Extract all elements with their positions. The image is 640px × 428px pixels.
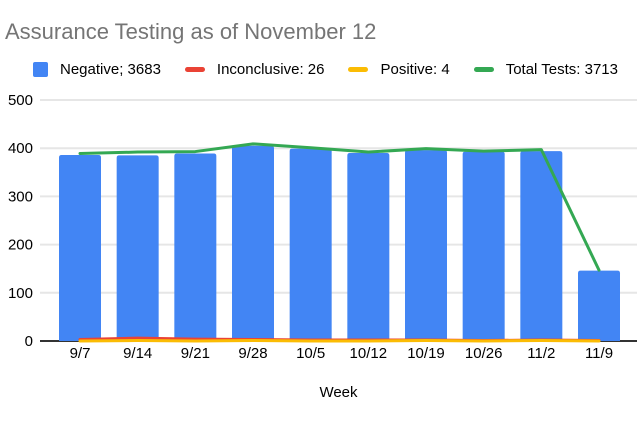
bar-negative-10/19[interactable] [405,150,447,341]
x-tick-label: 11/9 [585,345,613,362]
x-tick-label: 9/28 [238,345,267,362]
bar-negative-9/14[interactable] [116,155,159,341]
legend-item-inconclusive[interactable]: Inconclusive: 26 [184,60,325,78]
x-tick-label: 10/5 [296,345,325,362]
bar-negative-10/12[interactable] [347,153,390,341]
chart-canvas: 0 100 200 300 400 500 9/7 9/14 9/21 9/28 10/5 10/12… [8,92,637,401]
x-tick-label: 10/19 [407,345,445,362]
bar-negative-9/21[interactable] [174,153,217,341]
x-tick-label: 10/26 [465,345,503,362]
legend-marker-negative-icon [33,61,48,77]
x-tick-label: 11/2 [527,345,555,362]
line-total-tests[interactable] [78,142,601,272]
bar-negative-10/26[interactable] [462,151,505,341]
x-tick-label: 10/12 [350,345,388,362]
legend-label-negative: Negative; 3683 [60,60,161,78]
x-tick-label: 9/7 [70,345,91,362]
chart-title: Assurance Testing as of November 12 [5,19,377,44]
legend-label-positive: Positive: 4 [380,60,450,78]
bar-negative-9/28[interactable] [232,145,274,341]
legend-label-inconclusive: Inconclusive: 26 [216,60,325,78]
legend-marker-inconclusive-icon [184,66,205,72]
bar-negative-9/7[interactable] [59,154,101,341]
bar-negative-10/5[interactable] [289,148,332,341]
y-tick-label: 100 [8,285,33,302]
legend-label-total-tests: Total Tests: 3713 [505,60,618,78]
y-tick-label: 400 [8,140,33,157]
bar-negative-11/2[interactable] [520,151,563,341]
legend-item-total-tests[interactable]: Total Tests: 3713 [473,60,618,78]
legend-item-negative[interactable]: Negative; 3683 [33,61,161,78]
y-tick-label: 300 [8,188,33,205]
chart-legend: Negative; 3683 Inconclusive: 26 Positive… [33,60,618,78]
y-tick-label: 0 [25,333,33,350]
legend-marker-total-tests-icon [473,66,494,72]
x-axis-title: Week [319,384,358,401]
legend-marker-positive-icon [348,66,369,72]
x-tick-label: 9/21 [181,345,210,362]
y-tick-label: 500 [8,92,33,109]
bar-negative-11/9[interactable] [578,270,620,341]
y-tick-label: 200 [8,237,33,254]
legend-item-positive[interactable]: Positive: 4 [348,60,450,78]
x-tick-label: 9/14 [123,345,152,362]
